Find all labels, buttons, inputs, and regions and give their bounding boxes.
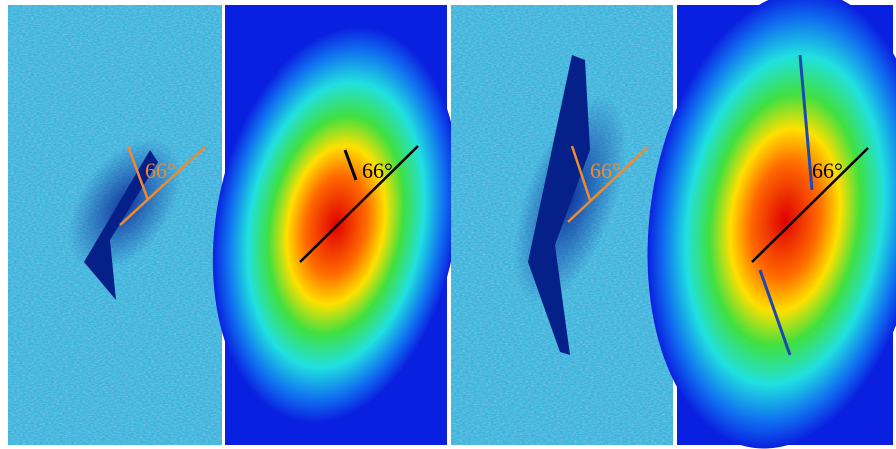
angle-label: 66° xyxy=(362,158,393,183)
panel-2: 66° xyxy=(183,5,489,445)
angle-label: 66° xyxy=(590,158,621,183)
figure: 66° 66° 66° 66° xyxy=(0,0,896,449)
angle-label: 66° xyxy=(145,158,176,183)
panel-1: 66° xyxy=(8,5,222,445)
angle-label: 66° xyxy=(812,158,843,183)
panel-3: 66° xyxy=(451,5,673,445)
